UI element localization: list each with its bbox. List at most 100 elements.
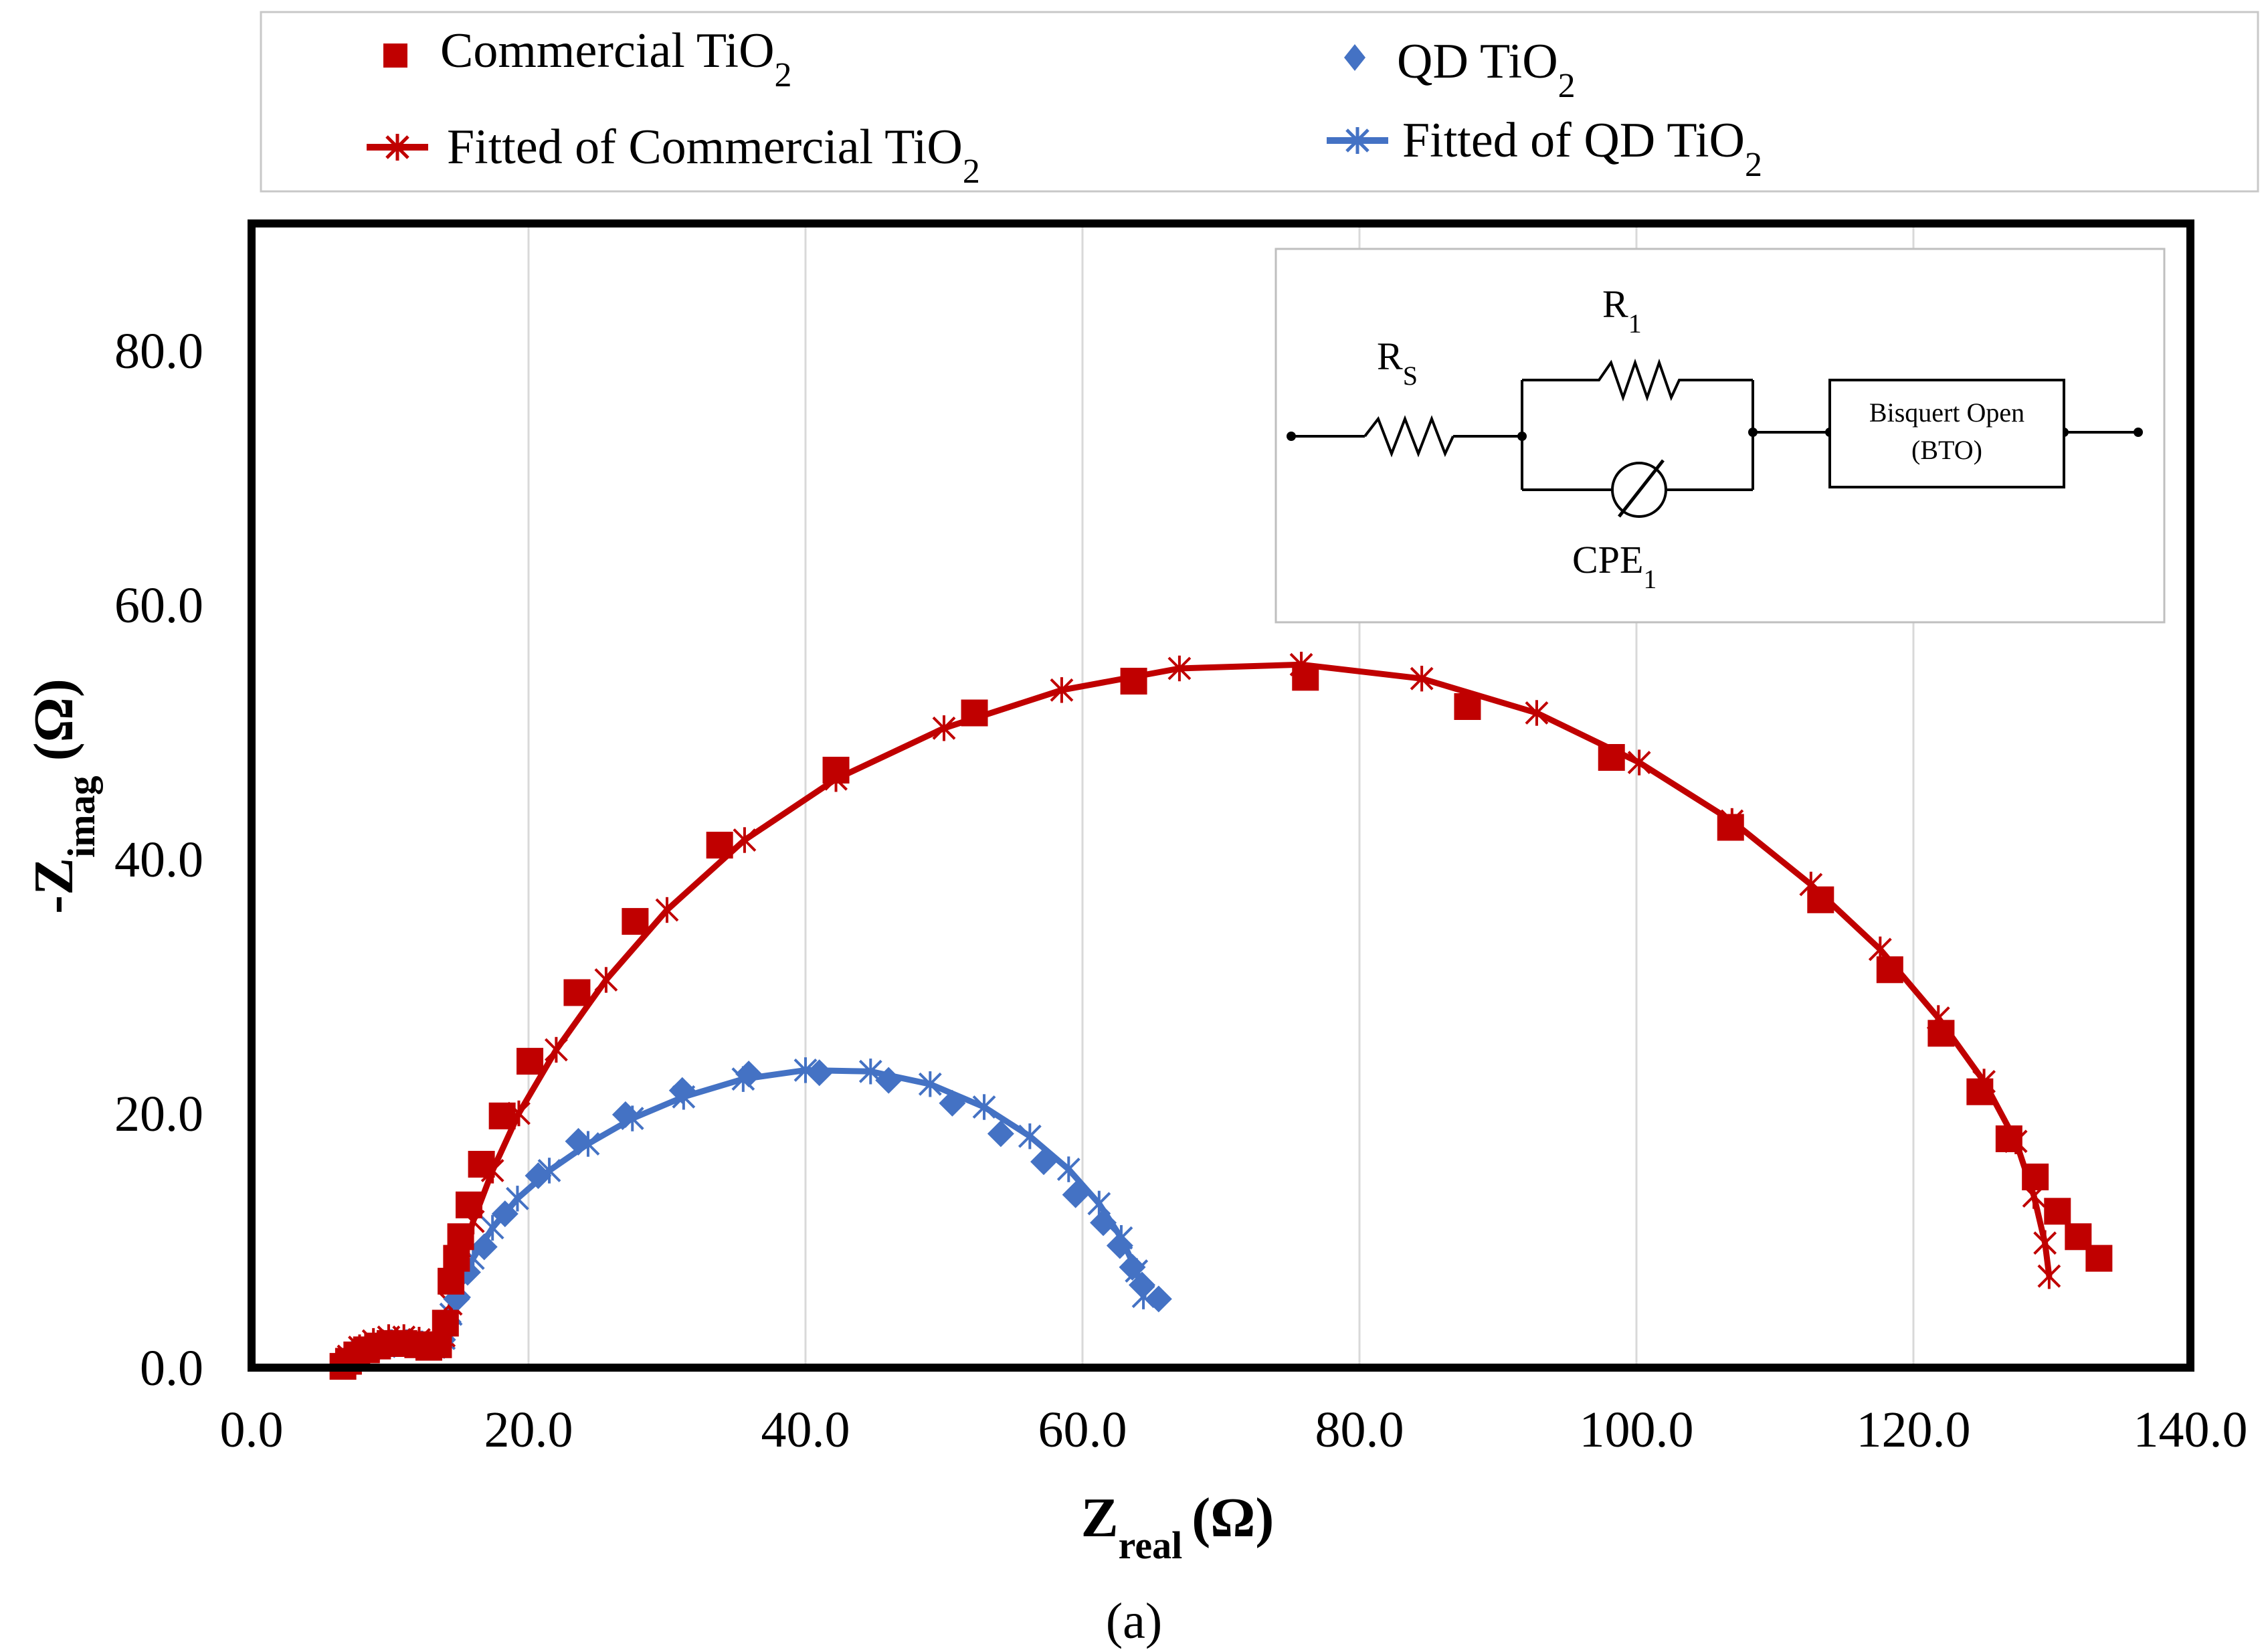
fitted-point-marker: [655, 897, 679, 923]
bto-label-line1: Bisquert Open: [1869, 397, 2024, 428]
legend-marker-commercial: [383, 43, 407, 68]
y-tick-label: 0.0: [140, 1340, 203, 1396]
x-axis-title-sub: real: [1119, 1524, 1183, 1567]
data-point-marker: [1129, 1271, 1156, 1299]
fitted-point-marker: [733, 827, 757, 853]
data-point-marker: [939, 1089, 966, 1117]
rs-label-main: R: [1377, 335, 1403, 378]
cpe-label-sub: 1: [1643, 564, 1657, 594]
fitted-point-marker: [2033, 1230, 2057, 1256]
legend-label-fitted-qd-sub: 2: [1745, 146, 1762, 184]
data-point-marker: [1090, 1209, 1117, 1236]
y-tick-label: 40.0: [114, 832, 203, 888]
legend-label-fitted-commercial-sub: 2: [963, 153, 980, 191]
data-point-marker: [1807, 886, 1834, 913]
data-point-marker: [1145, 1285, 1172, 1313]
data-point-marker: [2022, 1164, 2049, 1190]
fitted-point-marker: [1525, 700, 1549, 726]
legend: Commercial TiO2 QD TiO2 Fitted of Commer…: [260, 11, 2259, 193]
data-point-marker: [735, 1061, 763, 1088]
data-point-marker: [468, 1151, 495, 1178]
data-point-marker: [1995, 1125, 2022, 1152]
fitted-point-marker: [972, 1094, 996, 1120]
fitted-point-marker: [918, 1071, 942, 1097]
data-point-marker: [1598, 744, 1625, 771]
legend-label-commercial-sub: 2: [775, 56, 792, 94]
series-layer: [329, 652, 2113, 1380]
data-point-marker: [987, 1120, 1014, 1148]
data-point-marker: [875, 1067, 903, 1094]
data-point-marker: [491, 1200, 518, 1228]
x-tick-label: 60.0: [1038, 1402, 1127, 1458]
equivalent-circuit-inset: RS R1 CPE1 Bisquert Open (BTO): [1274, 248, 2166, 624]
data-point-marker: [1062, 1181, 1089, 1208]
legend-label-commercial: Commercial TiO2: [440, 23, 792, 94]
data-point-marker: [432, 1309, 459, 1337]
r1-label-main: R: [1602, 282, 1628, 326]
data-point-marker: [516, 1048, 544, 1075]
fitted-point-marker: [2037, 1263, 2061, 1289]
series-commercial-tio2: [329, 664, 2113, 1380]
fitted-point-marker: [1167, 655, 1192, 682]
fitted-point-marker: [544, 1036, 568, 1063]
data-point-marker: [1717, 814, 1744, 841]
x-axis-title-main: Z: [1081, 1487, 1119, 1549]
legend-marker-fitted-commercial: [367, 134, 428, 161]
x-tick-label: 20.0: [484, 1402, 573, 1458]
y-axis-title-sub: imag: [60, 775, 103, 857]
y-tick-label: 60.0: [114, 577, 203, 634]
data-point-marker: [1966, 1078, 1994, 1105]
data-point-marker: [447, 1223, 474, 1251]
legend-label-commercial-main: Commercial TiO: [440, 23, 775, 78]
fitted-point-marker: [1050, 677, 1074, 703]
x-tick-label: 0.0: [220, 1402, 284, 1458]
y-tick-label: 20.0: [114, 1086, 203, 1142]
fitted-point-marker: [1018, 1123, 1042, 1150]
x-axis-title: Zreal (Ω): [1081, 1487, 1274, 1567]
fitted-curve-line: [339, 661, 2053, 1370]
data-point-marker: [470, 1233, 498, 1261]
data-point-marker: [1030, 1148, 1058, 1176]
data-point-marker: [622, 908, 649, 935]
legend-label-qd-main: QD TiO: [1397, 34, 1558, 89]
fitted-point-marker: [506, 1186, 529, 1212]
y-axis-title-prefix: -Z: [23, 858, 85, 914]
fitted-point-marker: [1056, 1156, 1080, 1182]
data-point-marker: [668, 1077, 696, 1104]
data-point-marker: [438, 1267, 465, 1295]
circuit-wires: [1287, 358, 2143, 518]
data-point-marker: [488, 1102, 516, 1129]
series-fitted-of-commercial-tio2: [330, 652, 2061, 1380]
data-point-marker: [1454, 693, 1481, 720]
legend-label-qd-sub: 2: [1558, 67, 1576, 105]
data-point-marker: [1876, 956, 1903, 984]
legend-label-qd: QD TiO2: [1397, 34, 1576, 105]
x-tick-label: 100.0: [1580, 1402, 1694, 1458]
data-point-marker: [1927, 1020, 1955, 1047]
fitted-point-marker: [1410, 666, 1434, 692]
data-point-marker: [525, 1162, 552, 1190]
y-axis-title-unit: (Ω): [23, 678, 85, 761]
fitted-point-marker: [594, 967, 618, 993]
y-axis-title: -Zimag (Ω): [23, 678, 103, 914]
x-axis-title-unit: (Ω): [1192, 1487, 1274, 1549]
data-point-marker: [806, 1059, 833, 1087]
data-point-marker: [455, 1191, 482, 1218]
data-point-marker: [2044, 1198, 2071, 1225]
data-point-marker: [1106, 1232, 1133, 1259]
rs-label-sub: S: [1403, 361, 1418, 391]
legend-label-fitted-commercial-main: Fitted of Commercial TiO: [447, 120, 963, 175]
data-point-marker: [1120, 668, 1147, 695]
data-point-marker: [565, 1127, 592, 1155]
x-tick-label: 40.0: [761, 1402, 850, 1458]
r1-label-sub: 1: [1628, 308, 1642, 339]
fitted-point-marker: [1627, 749, 1651, 775]
rs-label: RS: [1377, 335, 1418, 391]
figure-caption: (a): [1106, 1593, 1162, 1649]
data-point-marker: [2085, 1245, 2113, 1272]
legend-frame: [260, 11, 2259, 193]
data-point-marker: [822, 757, 850, 784]
legend-label-fitted-qd: Fitted of QD TiO2: [1402, 113, 1762, 184]
cpe-label-main: CPE: [1572, 538, 1643, 581]
